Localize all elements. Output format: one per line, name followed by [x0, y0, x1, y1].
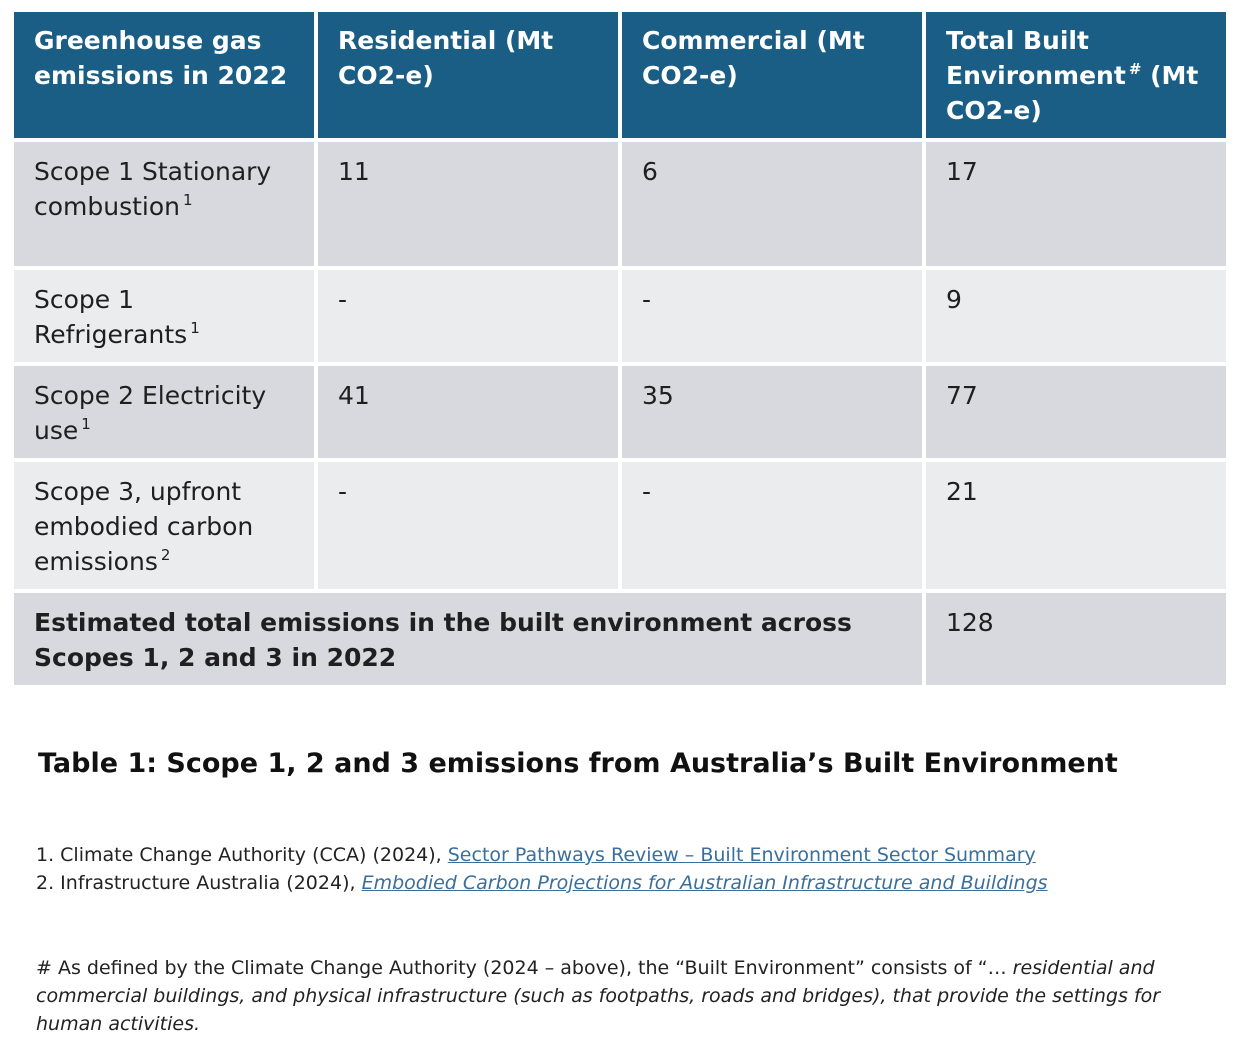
header-total: Total Built Environment # (Mt CO2-e): [926, 12, 1226, 138]
reference-link[interactable]: Embodied Carbon Projections for Australi…: [361, 872, 1048, 894]
references-list: 1. Climate Change Authority (CCA) (2024)…: [36, 841, 1048, 897]
header-total-unit: (Mt CO2-e): [946, 61, 1199, 125]
cell-total: 77: [926, 366, 1226, 458]
reference-prefix: 2. Infrastructure Australia (2024),: [36, 872, 362, 894]
footnote-marker: 1: [183, 191, 193, 209]
table-row: Scope 3, upfront embodied carbon emissio…: [14, 462, 1226, 589]
row-label: Scope 1 Stationary combustion 1: [14, 142, 314, 266]
table-header-row: Greenhouse gas emissions in 2022 Residen…: [14, 12, 1226, 138]
reference-link[interactable]: Sector Pathways Review – Built Environme…: [447, 844, 1036, 866]
reference-prefix: 1. Climate Change Authority (CCA) (2024)…: [36, 844, 448, 866]
definition-note: # As defined by the Climate Change Autho…: [36, 954, 1186, 1038]
cell-residential: -: [318, 270, 618, 362]
table-row: Scope 1 Stationary combustion 1 11 6 17: [14, 142, 1226, 266]
header-category: Greenhouse gas emissions in 2022: [14, 12, 314, 138]
table-total-row: Estimated total emissions in the built e…: [14, 593, 1226, 685]
cell-commercial: -: [622, 270, 922, 362]
footnote-marker: 1: [81, 415, 91, 433]
cell-total: 17: [926, 142, 1226, 266]
table-caption: Table 1: Scope 1, 2 and 3 emissions from…: [38, 748, 1118, 779]
cell-residential: -: [318, 462, 618, 589]
cell-commercial: -: [622, 462, 922, 589]
table-row: Scope 2 Electricity use 1 41 35 77: [14, 366, 1226, 458]
total-label: Estimated total emissions in the built e…: [14, 593, 922, 685]
cell-residential: 11: [318, 142, 618, 266]
row-label: Scope 1 Refrigerants 1: [14, 270, 314, 362]
note-quote: residential and commercial buildings, an…: [36, 957, 1161, 1035]
total-value: 128: [926, 593, 1226, 685]
reference-item: 2. Infrastructure Australia (2024), Embo…: [36, 869, 1048, 897]
table-row: Scope 1 Refrigerants 1 - - 9: [14, 270, 1226, 362]
header-total-mark: #: [1128, 60, 1142, 78]
cell-commercial: 6: [622, 142, 922, 266]
row-label: Scope 2 Electricity use 1: [14, 366, 314, 458]
note-prefix: # As defined by the Climate Change Autho…: [36, 957, 1007, 979]
cell-total: 9: [926, 270, 1226, 362]
header-commercial: Commercial (Mt CO2-e): [622, 12, 922, 138]
footnote-marker: 2: [160, 546, 171, 564]
row-label: Scope 3, upfront embodied carbon emissio…: [14, 462, 314, 589]
footnote-marker: 1: [190, 319, 200, 337]
header-total-label: Total Built Environment: [946, 26, 1126, 90]
cell-commercial: 35: [622, 366, 922, 458]
cell-residential: 41: [318, 366, 618, 458]
cell-total: 21: [926, 462, 1226, 589]
reference-item: 1. Climate Change Authority (CCA) (2024)…: [36, 841, 1048, 869]
header-residential: Residential (Mt CO2-e): [318, 12, 618, 138]
emissions-table: Greenhouse gas emissions in 2022 Residen…: [10, 8, 1230, 689]
